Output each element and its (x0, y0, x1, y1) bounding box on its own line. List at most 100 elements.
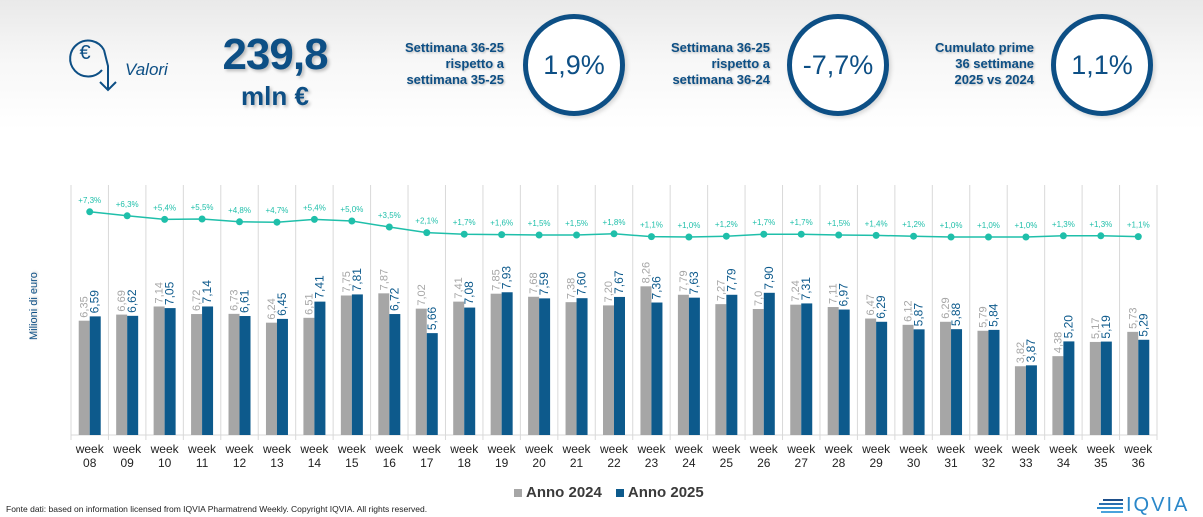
bar-2024 (453, 301, 465, 435)
bar-2025 (1025, 365, 1037, 435)
bar-label-2025: 6,62 (125, 289, 139, 313)
bar-label-2025: 7,59 (537, 272, 551, 296)
bar-2024 (78, 320, 90, 435)
x-tick-number: 28 (832, 456, 846, 470)
bar-2024 (528, 296, 540, 435)
bar-2024 (1127, 331, 1139, 435)
kpi-label-line: Settimana 36-25 (671, 40, 770, 55)
growth-point (722, 232, 730, 240)
bar-2025 (239, 316, 251, 435)
bar-2024 (265, 322, 277, 435)
bar-label-2024: 7,38 (566, 278, 578, 299)
bar-label-2024: 4,38 (1052, 332, 1064, 353)
bar-2025 (951, 329, 963, 435)
bar-2025 (801, 303, 813, 435)
growth-point (910, 232, 918, 240)
x-tick-number: 29 (869, 456, 883, 470)
bar-2025 (351, 294, 363, 435)
bar-2024 (790, 304, 802, 435)
bar-label-2025: 5,66 (425, 306, 439, 330)
x-tick-number: 31 (944, 456, 958, 470)
x-tick-label: week (75, 442, 105, 456)
x-tick-number: 21 (570, 456, 584, 470)
growth-label: +3,5% (378, 211, 401, 220)
x-tick-label: week (562, 442, 592, 456)
growth-point (86, 208, 94, 216)
x-tick-number: 26 (757, 456, 771, 470)
growth-label: +1,4% (865, 219, 888, 228)
bar-2024 (940, 321, 952, 435)
growth-label: +5,4% (153, 203, 176, 212)
growth-point (161, 215, 169, 223)
bar-label-2024: 7,75 (341, 271, 353, 292)
growth-point (460, 230, 468, 238)
x-tick-label: week (599, 442, 629, 456)
bar-label-2025: 5,20 (1061, 315, 1075, 339)
bar-2025 (688, 297, 700, 435)
bar-label-2024: 5,73 (1127, 307, 1139, 328)
bar-label-2024: 3,82 (1015, 342, 1027, 363)
growth-label: +1,0% (977, 221, 1000, 230)
x-tick-label: week (936, 442, 966, 456)
x-tick-label: week (861, 442, 891, 456)
x-tick-label: week (449, 442, 479, 456)
euro-down-arrow-icon: € (66, 30, 126, 96)
bar-label-2024: 8,26 (640, 262, 652, 283)
bar-2025 (464, 307, 476, 435)
growth-point (1097, 232, 1105, 240)
x-tick-label: week (1123, 442, 1153, 456)
growth-label: +1,0% (677, 221, 700, 230)
bar-label-2024: 7,02 (416, 284, 428, 305)
growth-point (610, 230, 618, 238)
x-tick-number: 30 (907, 456, 921, 470)
x-tick-number: 12 (233, 456, 247, 470)
legend-swatch-2025 (615, 488, 624, 497)
bar-2025 (276, 318, 288, 435)
x-tick-label: week (1086, 442, 1116, 456)
bar-2025 (838, 309, 850, 435)
chart-legend: Anno 2024 Anno 2025 (514, 484, 704, 501)
bar-label-2024: 7,0 (753, 291, 765, 306)
x-tick-number: 18 (458, 456, 472, 470)
section-label: Valori (125, 60, 168, 79)
bar-label-2025: 6,29 (874, 295, 888, 319)
x-tick-number: 34 (1057, 456, 1071, 470)
growth-label: +1,6% (490, 219, 513, 228)
x-tick-label: week (150, 442, 180, 456)
kpi-label-line: settimana 35-25 (406, 72, 504, 87)
growth-label: +6,3% (116, 200, 139, 209)
x-tick-label: week (1011, 442, 1041, 456)
bar-2025 (651, 302, 663, 435)
x-tick-number: 32 (982, 456, 996, 470)
growth-label: +1,1% (640, 221, 663, 230)
growth-label: +4,7% (266, 206, 289, 215)
bar-2024 (752, 309, 764, 435)
total-unit: mln € (241, 81, 309, 111)
bar-2024 (153, 306, 165, 435)
growth-label: +1,3% (1052, 220, 1075, 229)
growth-point (984, 233, 992, 241)
growth-label: +7,3% (78, 196, 101, 205)
x-tick-number: 22 (607, 456, 621, 470)
bar-label-2025: 6,45 (275, 292, 289, 316)
bar-2024 (116, 314, 128, 435)
bar-label-2025: 6,59 (88, 290, 102, 314)
bar-label-2024: 7,24 (790, 280, 802, 301)
x-tick-label: week (786, 442, 816, 456)
x-tick-number: 16 (383, 456, 397, 470)
growth-label: +1,0% (1014, 221, 1037, 230)
bar-2025 (389, 314, 401, 435)
bar-label-2025: 3,87 (1024, 339, 1038, 363)
bar-2024 (490, 293, 502, 435)
growth-point (797, 230, 805, 238)
bar-label-2025: 7,31 (799, 277, 813, 301)
growth-point (760, 230, 768, 238)
bar-label-2024: 7,27 (715, 280, 727, 301)
growth-label: +5,5% (191, 203, 214, 212)
growth-label: +1,1% (1127, 221, 1150, 230)
bar-2025 (202, 306, 214, 435)
bar-2025 (763, 292, 775, 435)
x-tick-label: week (899, 442, 929, 456)
kpi-label-cumulative: Cumulato prime 36 settimane 2025 vs 2024 (894, 40, 1034, 88)
bar-label-2025: 6,61 (238, 289, 252, 313)
